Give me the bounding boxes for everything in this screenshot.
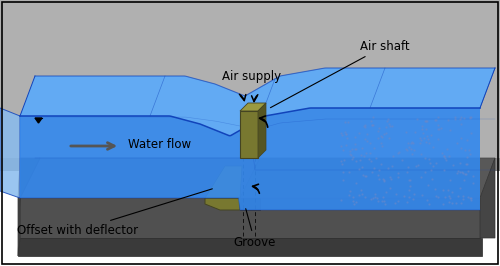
- Polygon shape: [20, 198, 480, 238]
- Polygon shape: [18, 238, 482, 256]
- Polygon shape: [35, 118, 42, 123]
- Polygon shape: [20, 108, 480, 210]
- Polygon shape: [240, 103, 266, 111]
- Polygon shape: [0, 0, 500, 168]
- Polygon shape: [258, 103, 266, 158]
- Text: Air shaft: Air shaft: [270, 39, 409, 108]
- Polygon shape: [240, 111, 258, 158]
- Polygon shape: [20, 158, 260, 198]
- Polygon shape: [480, 158, 495, 238]
- Polygon shape: [0, 108, 20, 198]
- Polygon shape: [240, 198, 260, 210]
- Text: Water flow: Water flow: [128, 138, 191, 151]
- Polygon shape: [18, 158, 40, 256]
- Polygon shape: [0, 158, 500, 171]
- Polygon shape: [205, 166, 242, 198]
- Text: Offset with deflector: Offset with deflector: [18, 189, 212, 237]
- Polygon shape: [18, 158, 40, 256]
- Polygon shape: [20, 68, 495, 136]
- Text: Air supply: Air supply: [222, 70, 282, 83]
- Text: Groove: Groove: [234, 209, 276, 249]
- Polygon shape: [205, 198, 240, 210]
- Polygon shape: [240, 158, 495, 198]
